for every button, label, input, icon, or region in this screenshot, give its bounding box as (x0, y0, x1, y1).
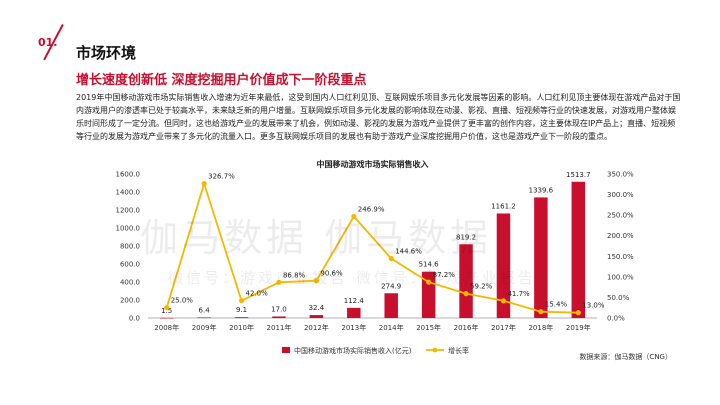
y-right-tick-label: 50.0% (607, 294, 630, 302)
y-left-tick-label: 200.0 (120, 297, 140, 305)
growth-rate-label: 25.0% (171, 297, 194, 305)
growth-rate-point (201, 180, 207, 187)
growth-rate-point (351, 213, 357, 220)
bar-value-label: 17.0 (271, 305, 287, 313)
y-left-tick-label: 1200.0 (116, 207, 141, 215)
bar-value-label: 6.4 (199, 306, 211, 314)
growth-rate-label: 144.6% (395, 248, 422, 256)
y-right-tick-label: 350.0% (607, 171, 634, 179)
growth-rate-point (238, 298, 245, 304)
bar-value-label: 514.6 (419, 261, 440, 269)
x-tick-label: 2017年 (491, 323, 516, 332)
y-left-tick-label: 600.0 (120, 261, 140, 269)
x-tick-label: 2008年 (154, 323, 179, 332)
y-right-tick-label: 150.0% (607, 253, 634, 261)
section-title: 市场环境 (76, 44, 137, 62)
growth-rate-label: 13.0% (582, 302, 605, 310)
legend-label-growth: 增长率 (448, 346, 469, 355)
bar-value-label: 819.2 (456, 233, 476, 241)
y-right-tick-label: 100.0% (607, 273, 634, 281)
growth-rate-point (388, 255, 394, 262)
growth-rate-label: 15.4% (545, 301, 568, 309)
bar (496, 213, 511, 318)
x-tick-label: 2009年 (192, 323, 217, 332)
x-tick-label: 2019年 (566, 323, 591, 332)
headline: 增长速度创新低 深度挖掘用户价值成下一阶段重点 (76, 73, 367, 88)
bar-value-label: 1339.6 (529, 186, 554, 194)
bar (272, 316, 286, 318)
bar-value-label: 112.4 (344, 297, 365, 305)
growth-rate-line (165, 180, 579, 314)
bar-value-label: 274.9 (381, 282, 401, 290)
bar-value-label: 1513.7 (566, 171, 591, 179)
y-left-tick-label: 800.0 (120, 243, 140, 251)
bar (347, 307, 361, 318)
y-left-tick-label: 1600.0 (116, 171, 141, 179)
y-left-tick-label: 1000.0 (116, 225, 141, 233)
bar (234, 317, 249, 318)
body-paragraph: 2019年中国移动游戏市场实际销售收入增速为近年来最低，这受到国内人口红利见顶、… (76, 93, 681, 141)
bar (309, 315, 324, 318)
growth-rate-point (538, 309, 544, 315)
bar (571, 181, 586, 318)
growth-rate-label: 59.2% (470, 283, 493, 291)
legend-marker-growth (432, 347, 438, 353)
legend-swatch-revenue (282, 347, 290, 353)
data-source: 数据来源：伽马数据（CNG） (579, 353, 672, 361)
bar-value-label: 32.4 (309, 304, 325, 312)
growth-rate-point (426, 279, 432, 285)
bar-value-label: 1.5 (161, 307, 172, 315)
x-tick-label: 2010年 (229, 323, 254, 332)
growth-rate-point (463, 291, 469, 297)
growth-rate-label: 42.0% (246, 290, 269, 298)
growth-rate-point (500, 298, 507, 304)
x-tick-label: 2013年 (341, 323, 366, 332)
x-tick-label: 2016年 (454, 323, 479, 332)
y-left-tick-label: 400.0 (120, 279, 140, 287)
legend-label-revenue: 中国移动游戏市场实际销售收入(亿元) (294, 346, 412, 355)
bar (159, 317, 174, 319)
growth-rate-point (313, 278, 319, 284)
growth-rate-label: 41.7% (507, 290, 530, 298)
x-tick-label: 2012年 (304, 323, 329, 332)
x-tick-label: 2018年 (528, 323, 553, 332)
bar (534, 197, 548, 318)
bar-value-label: 1161.2 (491, 202, 516, 210)
growth-rate-point (164, 305, 170, 311)
chart-title: 中国移动游戏市场实际销售收入 (317, 159, 429, 169)
y-left-tick-label: 1400.0 (116, 189, 141, 197)
growth-rate-label: 246.9% (358, 205, 385, 213)
bar (459, 244, 473, 318)
growth-rate-label: 87.2% (433, 271, 456, 279)
bar (197, 317, 211, 319)
growth-rate-point (575, 310, 581, 316)
y-left-tick-label: 0.0 (129, 315, 140, 323)
x-tick-label: 2014年 (379, 323, 404, 332)
bar (384, 293, 398, 318)
x-tick-label: 2011年 (267, 323, 292, 332)
y-right-tick-label: 200.0% (607, 232, 634, 240)
bar-value-label: 9.1 (236, 306, 247, 314)
growth-rate-label: 90.6% (320, 270, 343, 278)
x-tick-label: 2015年 (416, 323, 441, 332)
growth-rate-label: 86.8% (283, 271, 306, 279)
y-right-tick-label: 0.0% (607, 315, 625, 323)
y-right-tick-label: 300.0% (607, 191, 634, 199)
growth-rate-label: 326.7% (208, 173, 235, 181)
y-right-tick-label: 250.0% (607, 212, 634, 220)
growth-rate-point (276, 279, 282, 285)
